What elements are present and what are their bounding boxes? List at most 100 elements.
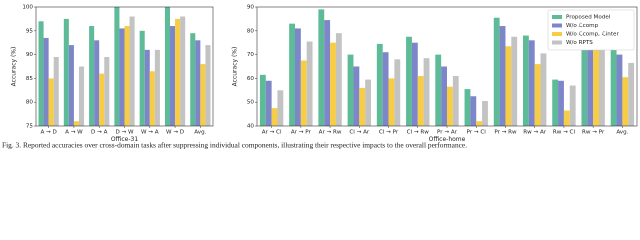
bar: [259, 74, 266, 126]
bar: [129, 16, 135, 126]
caption: Fig. 3. Reported accuracies over cross-d…: [2, 141, 467, 150]
bar: [63, 18, 69, 126]
y-tick-label: 100: [22, 5, 33, 11]
bar: [388, 78, 395, 126]
bar: [441, 66, 447, 126]
bar: [277, 90, 284, 126]
bar: [593, 48, 599, 126]
bar: [318, 9, 325, 127]
bar: [38, 21, 44, 127]
bar: [423, 58, 430, 126]
y-tick-label: 40: [247, 124, 255, 130]
x-tick-label: W → D: [166, 130, 184, 136]
x-tick-label: Rw → Ar: [523, 130, 547, 136]
bar: [476, 121, 483, 126]
bar: [406, 36, 412, 126]
bar: [353, 66, 360, 126]
x-tick-label: Pr → Rw: [494, 130, 517, 136]
bar: [190, 33, 196, 126]
legend-label: Proposed Model: [566, 15, 611, 21]
x-tick-label: Ar → Pr: [291, 130, 312, 136]
bar: [464, 89, 471, 126]
bar: [324, 20, 331, 127]
bar: [382, 52, 389, 126]
y-tick-label: 80: [26, 100, 34, 106]
bar: [73, 121, 79, 126]
bar: [306, 41, 313, 127]
x-tick-label: Ar → Rw: [319, 130, 342, 136]
bar: [271, 108, 278, 126]
bar: [482, 101, 488, 126]
bar: [300, 60, 307, 126]
x-tick-label: Ar → Cl: [262, 130, 282, 136]
y-axis-label: Accuracy (%): [232, 47, 239, 87]
bar: [447, 86, 453, 126]
bar: [347, 54, 354, 126]
bar: [499, 26, 506, 126]
x-axis-label: Office-home: [429, 136, 466, 143]
bar: [104, 56, 110, 127]
bar: [394, 59, 401, 126]
bar: [511, 36, 518, 126]
legend-swatch: [552, 15, 562, 19]
y-tick-label: 50: [247, 100, 255, 106]
bar: [330, 42, 336, 127]
x-tick-label: Pr → Ar: [437, 130, 458, 136]
x-tick-label: Pr → Cl: [467, 130, 487, 136]
legend-label: W/o ℒcomp: [566, 22, 599, 29]
legend-box: [547, 9, 635, 51]
x-tick-label: D → W: [115, 130, 134, 136]
bar: [523, 35, 529, 127]
bar: [470, 96, 477, 126]
bar: [563, 110, 570, 126]
bar: [610, 43, 617, 126]
y-axis-label: Accuracy (%): [11, 47, 18, 87]
plot-frame: [256, 6, 638, 127]
x-tick-label: W → A: [141, 130, 159, 136]
bar: [335, 33, 342, 126]
legend-label: W/o RPTS: [566, 40, 593, 46]
bar: [114, 7, 120, 126]
bar: [534, 64, 541, 126]
plot-frame: [35, 6, 214, 127]
bar: [180, 16, 186, 126]
bar: [154, 49, 160, 127]
bar: [119, 28, 125, 127]
legend-swatch: [552, 40, 562, 45]
x-tick-label: Cl → Rw: [407, 130, 430, 136]
bar: [411, 42, 418, 127]
bar: [359, 87, 366, 126]
bar: [505, 46, 512, 126]
bar: [99, 73, 105, 126]
bar: [581, 23, 588, 126]
y-tick-label: 95: [26, 28, 34, 34]
x-tick-label: A → D: [40, 130, 56, 136]
bar: [164, 7, 171, 126]
bar: [552, 79, 559, 126]
x-tick-label: Avg.: [194, 130, 206, 136]
bar: [569, 85, 576, 126]
bar: [265, 80, 272, 126]
y-tick-label: 80: [247, 28, 255, 34]
bar: [200, 64, 206, 126]
bar: [144, 49, 150, 127]
bar: [149, 71, 155, 126]
x-tick-label: Rw → Pr: [582, 130, 605, 136]
bar: [435, 54, 442, 126]
bar: [124, 26, 130, 126]
bar: [558, 80, 564, 126]
bar: [170, 26, 176, 126]
bar: [295, 28, 301, 127]
bar: [78, 66, 85, 126]
x-tick-label: Cl → Pr: [379, 130, 399, 136]
y-tick-label: 70: [247, 52, 255, 58]
y-tick-label: 85: [26, 76, 34, 82]
bar: [587, 28, 594, 127]
bar: [68, 45, 74, 126]
bar: [175, 18, 181, 126]
bar: [195, 40, 201, 126]
bar: [289, 23, 295, 126]
bar: [493, 17, 500, 126]
bar: [616, 54, 623, 126]
bar: [622, 77, 629, 126]
